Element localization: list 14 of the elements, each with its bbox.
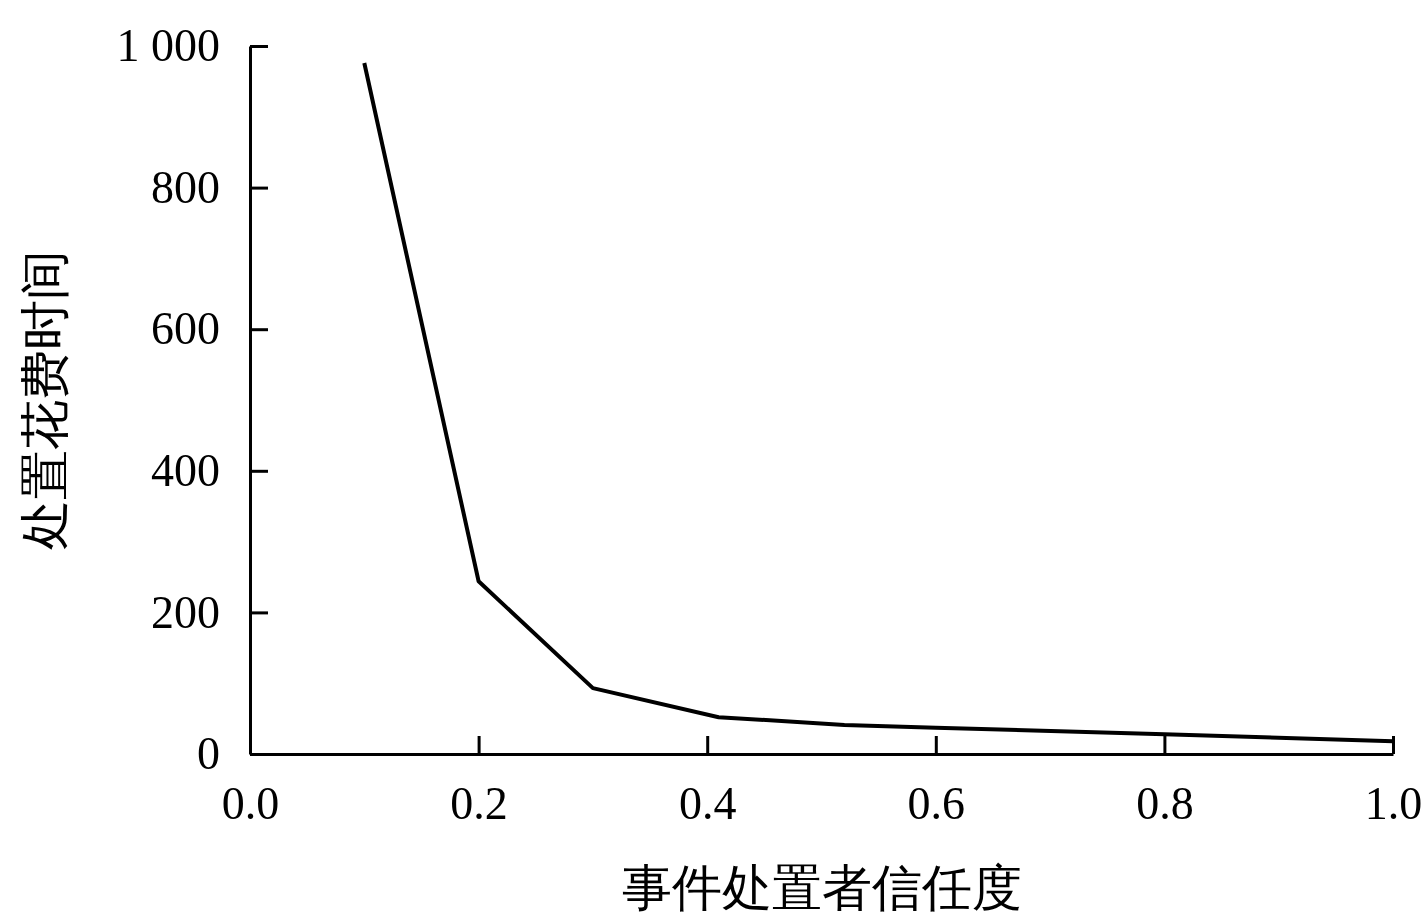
x-tick-label: 1.0 (1364, 777, 1423, 829)
y-axis-title: 处置花费时间 (17, 250, 73, 550)
x-tick-label: 0.4 (678, 777, 737, 829)
x-tick-label: 0.8 (1136, 777, 1194, 829)
x-tick-label: 0.2 (450, 777, 508, 829)
x-tick-label: 0.0 (221, 777, 280, 829)
y-tick-label: 1 000 (116, 20, 220, 72)
y-tick-label: 600 (151, 303, 220, 355)
y-tick-label: 0 (197, 728, 220, 780)
y-tick-label: 400 (151, 445, 220, 497)
x-tick-label: 0.6 (907, 777, 966, 829)
y-tick-label: 800 (151, 161, 220, 213)
y-tick-label: 200 (151, 586, 220, 638)
x-axis-title: 事件处置者信任度 (621, 860, 1022, 916)
